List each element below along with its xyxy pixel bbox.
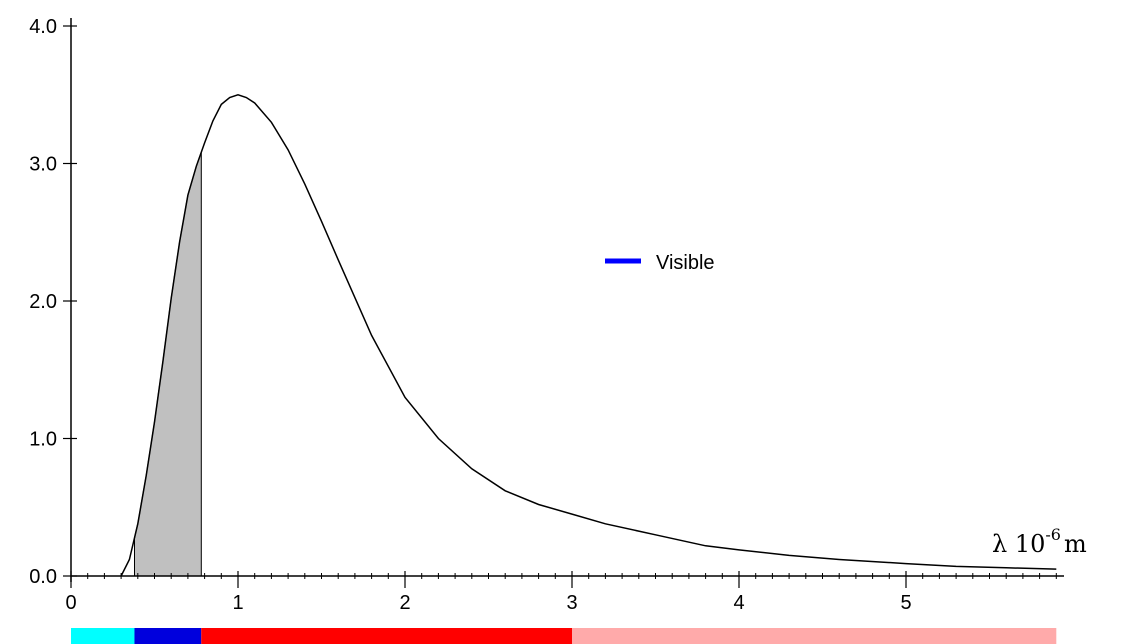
spectrum-segment [201,628,572,644]
x-axis-label-main: λ 10 [992,530,1045,558]
legend-label: Visible [656,252,715,274]
y-tick-label: 0.0 [29,566,57,588]
x-tick-label: 3 [566,592,577,614]
x-axis-label-exponent: -6 [1045,525,1061,544]
x-tick-label: 5 [900,592,911,614]
x-tick-label: 2 [399,592,410,614]
spectrum-bar [71,628,1057,644]
x-axis-label-unit: m [1064,530,1087,558]
legend: Visible [605,252,715,274]
y-tick-label: 3.0 [29,154,57,176]
x-tick-label: 0 [65,592,76,614]
series-line [120,94,1057,577]
y-tick-label: 2.0 [29,291,57,313]
spectrum-segment [572,628,1057,644]
y-ticks: 0.0 1.0 2.0 3.0 4.0 [29,16,77,588]
svg-text:λ 10-6m: λ 10-6 m [992,525,1087,558]
x-tick-label: 1 [232,592,243,614]
x-axis-label: λ 10-6 m [992,525,1087,558]
y-tick-label: 4.0 [29,16,57,38]
spectrum-segment [71,628,135,644]
visible-shaded-area [134,152,202,577]
x-ticks: 0 1 2 3 4 5 [65,571,1057,614]
y-tick-label: 1.0 [29,429,57,451]
spectrum-segment [134,628,202,644]
x-tick-label: 4 [733,592,744,614]
